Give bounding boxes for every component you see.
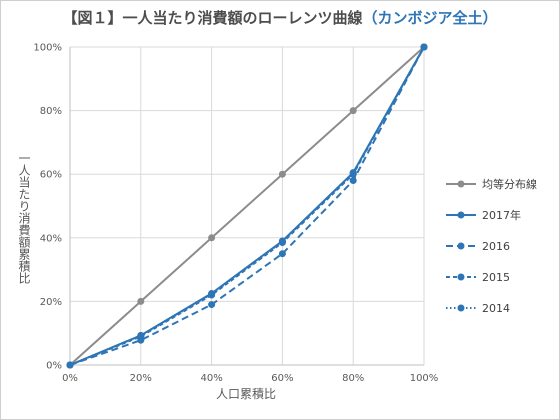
data-point: [420, 43, 428, 51]
legend-label: 2016: [482, 240, 510, 253]
x-tick-label: 0%: [62, 373, 78, 384]
data-point: [349, 107, 357, 115]
legend-swatch-marker: [457, 242, 465, 250]
legend: 均等分布線 2017年 2016 2015 2014: [446, 177, 537, 315]
x-tick-label: 100%: [410, 373, 439, 384]
y-tick-label: 40%: [40, 233, 62, 244]
legend-swatch-marker: [457, 211, 465, 219]
x-axis-ticks: 0% 20% 40% 60% 80% 100%: [62, 373, 438, 384]
legend-item: 2017年: [446, 208, 521, 222]
legend-swatch-marker: [457, 273, 465, 281]
y-tick-label: 100%: [33, 43, 62, 54]
data-point: [278, 237, 286, 245]
series-2017年: [66, 43, 428, 369]
legend-label: 2017年: [482, 208, 521, 222]
data-point: [278, 170, 286, 178]
legend-swatch-marker: [457, 304, 465, 312]
legend-item: 均等分布線: [446, 177, 537, 191]
legend-item: 2015: [446, 271, 510, 284]
chart-title-main: 【図１】一人当たり消費額のローレンツ曲線: [62, 9, 362, 27]
legend-item: 2014: [446, 302, 510, 315]
data-point: [208, 289, 216, 297]
x-tick-label: 80%: [342, 373, 364, 384]
data-point: [208, 234, 216, 242]
y-axis-ticks: 0% 20% 40% 60% 80% 100%: [33, 43, 62, 372]
x-tick-label: 20%: [130, 373, 152, 384]
x-axis-title: 人口累積比: [216, 386, 276, 401]
data-point: [349, 177, 357, 185]
chart-title: 【図１】一人当たり消費額のローレンツ曲線（カンボジア全土）: [62, 9, 497, 27]
chart-title-region: （カンボジア全土）: [363, 9, 498, 27]
data-point: [66, 361, 74, 369]
legend-item: 2016: [446, 240, 510, 253]
data-point: [278, 250, 286, 258]
y-tick-label: 80%: [40, 106, 62, 117]
axes: [69, 47, 424, 366]
legend-label: 2015: [482, 271, 510, 284]
y-tick-label: 20%: [40, 297, 62, 308]
y-tick-label: 60%: [40, 170, 62, 181]
y-axis-title: 一人当たり消費額累積比: [17, 152, 31, 285]
series-line: [69, 46, 425, 366]
x-tick-label: 40%: [200, 373, 222, 384]
series-lines: [66, 43, 428, 369]
series-line: [69, 46, 425, 366]
legend-swatch-marker: [457, 180, 465, 188]
data-point: [349, 169, 357, 177]
x-tick-label: 60%: [271, 373, 293, 384]
data-point: [137, 297, 145, 305]
data-point: [208, 301, 216, 309]
series-均等分布線: [66, 43, 428, 369]
legend-label: 均等分布線: [482, 177, 537, 191]
y-tick-label: 0%: [46, 361, 62, 372]
data-point: [137, 331, 145, 339]
legend-label: 2014: [482, 302, 510, 315]
gridlines: [70, 46, 425, 365]
series-line: [69, 46, 425, 366]
